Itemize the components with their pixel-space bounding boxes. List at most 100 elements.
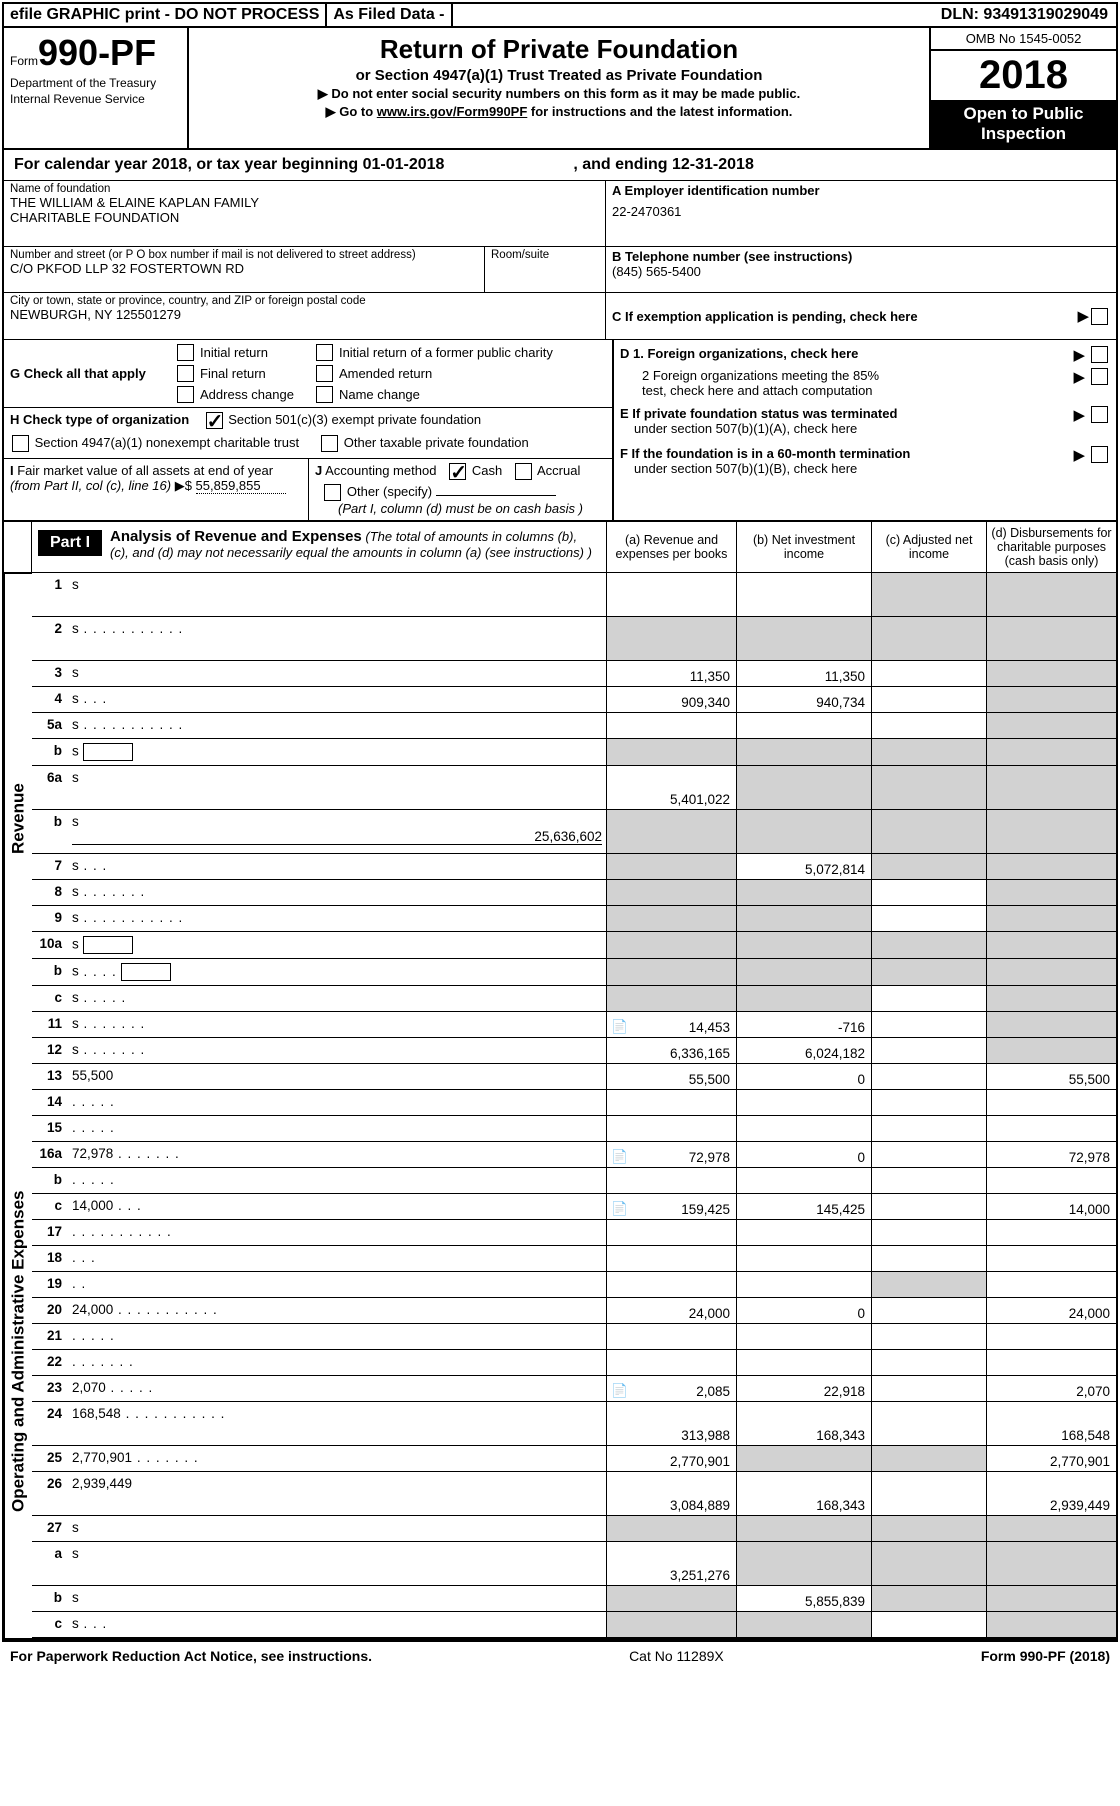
attachment-icon[interactable]: 📄 — [611, 1019, 628, 1035]
h-row: H Check type of organization Section 501… — [4, 407, 612, 433]
cell-col-d — [986, 1246, 1116, 1271]
line-number: 5a — [32, 713, 70, 738]
cell-col-d: 2,939,449 — [986, 1472, 1116, 1515]
table-row: 12s6,336,1656,024,182 — [32, 1038, 1116, 1064]
cell-col-c — [871, 1246, 986, 1271]
table-row: 1355,50055,500055,500 — [32, 1064, 1116, 1090]
g-row: G Check all that apply Initial return Fi… — [4, 340, 612, 407]
cell-col-c — [871, 1298, 986, 1323]
cell-col-a: 6,336,165 — [606, 1038, 736, 1063]
form-subtitle: or Section 4947(a)(1) Trust Treated as P… — [197, 67, 921, 84]
cell-col-a — [606, 986, 736, 1011]
table-row: 15 — [32, 1116, 1116, 1142]
col-c-hdr: (c) Adjusted net income — [871, 522, 986, 572]
cell-col-c — [871, 1012, 986, 1037]
cell-col-a: 313,988 — [606, 1402, 736, 1445]
cell-col-b: 22,918 — [736, 1376, 871, 1401]
footer: For Paperwork Reduction Act Notice, see … — [0, 1644, 1120, 1668]
line-description — [70, 1324, 606, 1349]
footer-mid: Cat No 11289X — [629, 1648, 724, 1664]
ij-row: I Fair market value of all assets at end… — [4, 458, 612, 520]
cell-col-b — [736, 1446, 871, 1471]
table-row: 9s — [32, 906, 1116, 932]
cell-col-b: 0 — [736, 1298, 871, 1323]
cell-col-d — [986, 854, 1116, 879]
cell-col-c — [871, 1516, 986, 1541]
footer-right: Form 990-PF (2018) — [981, 1648, 1110, 1664]
4947a1-checkbox[interactable] — [12, 435, 29, 452]
line-number: 8 — [32, 880, 70, 905]
attachment-icon[interactable]: 📄 — [611, 1201, 628, 1217]
cell-col-c — [871, 1272, 986, 1297]
cell-col-b: 145,425 — [736, 1194, 871, 1219]
e-checkbox[interactable] — [1091, 406, 1108, 423]
table-row: 5as — [32, 713, 1116, 739]
line-number: 12 — [32, 1038, 70, 1063]
initial-former-checkbox[interactable] — [316, 344, 333, 361]
cell-col-b — [736, 986, 871, 1011]
cell-col-c — [871, 713, 986, 738]
table-row: 19 — [32, 1272, 1116, 1298]
d1-checkbox[interactable] — [1091, 346, 1108, 363]
line-description — [70, 1220, 606, 1245]
cell-col-b: 6,024,182 — [736, 1038, 871, 1063]
address-change-checkbox[interactable] — [177, 386, 194, 403]
amended-return-checkbox[interactable] — [316, 365, 333, 382]
cell-col-c — [871, 661, 986, 686]
table-row: 6as5,401,022 — [32, 766, 1116, 810]
cell-col-a — [606, 906, 736, 931]
cell-col-a — [606, 713, 736, 738]
cell-col-a — [606, 1516, 736, 1541]
final-return-checkbox[interactable] — [177, 365, 194, 382]
line-number: 18 — [32, 1246, 70, 1271]
cell-col-b — [736, 1324, 871, 1349]
line-description: 2,070 — [70, 1376, 606, 1401]
cell-col-a: 909,340 — [606, 687, 736, 712]
form-number: 990-PF — [38, 32, 156, 73]
line-description: s — [70, 1012, 606, 1037]
cell-col-b — [736, 1090, 871, 1115]
cell-col-d — [986, 1220, 1116, 1245]
cell-col-a — [606, 932, 736, 958]
other-taxable-checkbox[interactable] — [321, 435, 338, 452]
cell-col-a: 3,084,889 — [606, 1472, 736, 1515]
line-number: 11 — [32, 1012, 70, 1037]
line-description: s — [70, 932, 606, 958]
instr-link[interactable]: www.irs.gov/Form990PF — [377, 104, 528, 119]
cell-col-c — [871, 986, 986, 1011]
line-number: 23 — [32, 1376, 70, 1401]
cash-checkbox[interactable] — [449, 463, 466, 480]
initial-return-checkbox[interactable] — [177, 344, 194, 361]
501c3-checkbox[interactable] — [206, 412, 223, 429]
cell-col-d — [986, 1168, 1116, 1193]
line-number: c — [32, 986, 70, 1011]
line-description — [70, 1272, 606, 1297]
instr1: ▶ Do not enter social security numbers o… — [197, 86, 921, 102]
top-bar: efile GRAPHIC print - DO NOT PROCESS As … — [4, 4, 1116, 28]
d2-checkbox[interactable] — [1091, 368, 1108, 385]
table-row: 7s5,072,814 — [32, 854, 1116, 880]
cell-col-a — [606, 959, 736, 985]
table-row: bs — [32, 959, 1116, 986]
line-number: 2 — [32, 617, 70, 660]
d-list: D 1. Foreign organizations, check here ▶… — [614, 340, 1116, 482]
attachment-icon[interactable]: 📄 — [611, 1383, 628, 1399]
attachment-icon[interactable]: 📄 — [611, 1149, 628, 1165]
cell-col-d — [986, 1612, 1116, 1637]
cell-col-a: 159,425📄 — [606, 1194, 736, 1219]
table-row: b — [32, 1168, 1116, 1194]
table-row: 252,770,9012,770,9012,770,901 — [32, 1446, 1116, 1472]
fmv-value: 55,859,855 — [196, 478, 286, 494]
line-number: 19 — [32, 1272, 70, 1297]
cell-col-a — [606, 1116, 736, 1141]
accrual-checkbox[interactable] — [515, 463, 532, 480]
exemption-checkbox[interactable] — [1091, 308, 1108, 325]
cell-col-b — [736, 1116, 871, 1141]
cell-col-d — [986, 573, 1116, 616]
cell-col-c — [871, 1220, 986, 1245]
omb-number: OMB No 1545-0052 — [931, 28, 1116, 51]
col-a-hdr: (a) Revenue and expenses per books — [606, 522, 736, 572]
other-method-checkbox[interactable] — [324, 484, 341, 501]
name-change-checkbox[interactable] — [316, 386, 333, 403]
f-checkbox[interactable] — [1091, 446, 1108, 463]
